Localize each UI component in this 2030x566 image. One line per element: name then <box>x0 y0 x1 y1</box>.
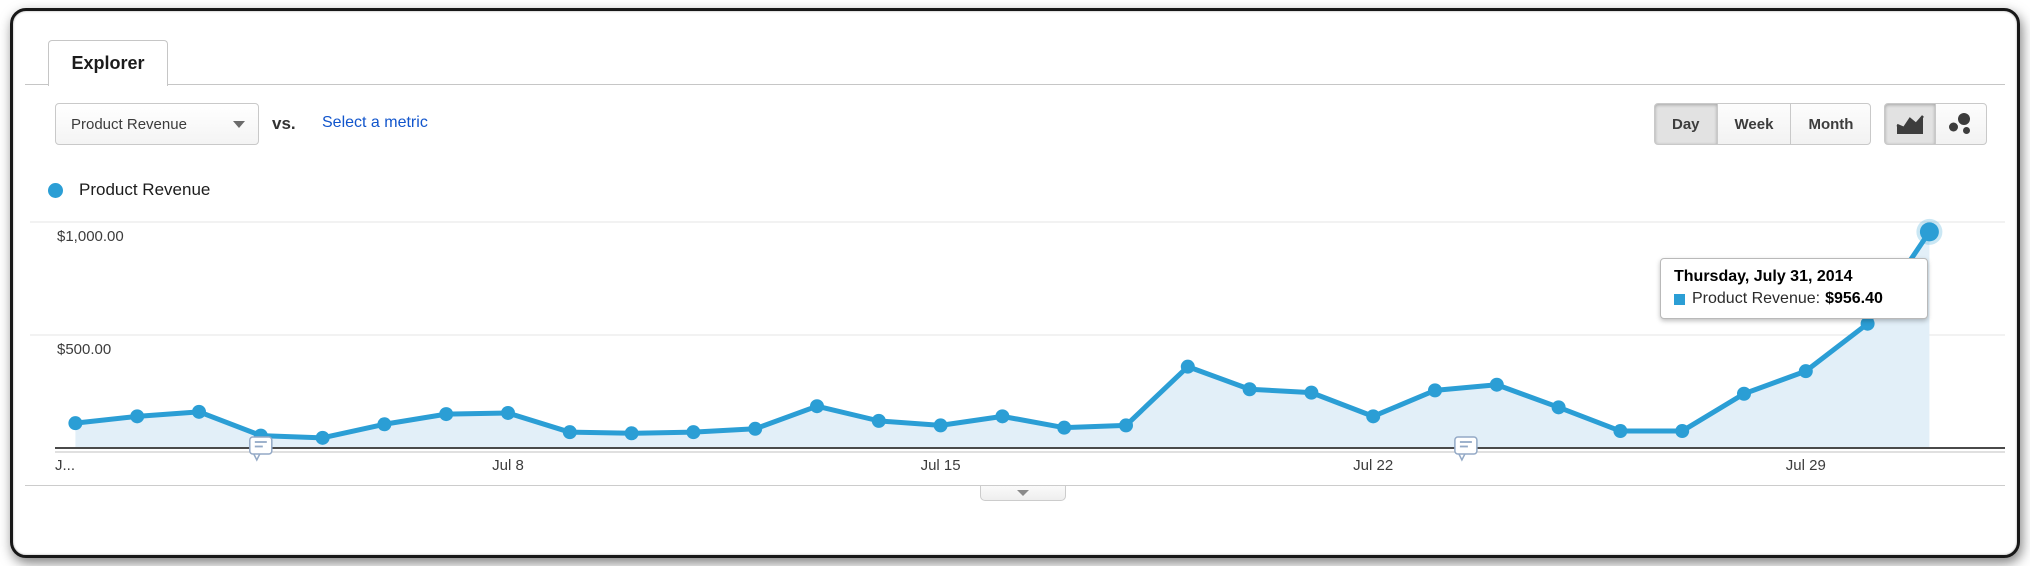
annotation-icon[interactable] <box>249 436 273 462</box>
data-point <box>562 425 577 440</box>
metric-dropdown[interactable]: Product Revenue <box>55 103 259 145</box>
x-axis-label: J... <box>55 457 76 474</box>
y-axis-label: $1,000.00 <box>57 228 124 245</box>
collapse-caret-icon <box>1017 490 1029 496</box>
select-metric-link[interactable]: Select a metric <box>322 114 428 131</box>
data-point <box>68 416 83 431</box>
collapse-chart-button[interactable] <box>980 486 1066 501</box>
data-point <box>1489 377 1504 392</box>
line-chart-button[interactable] <box>1884 103 1936 145</box>
tab-label: Explorer <box>71 53 145 73</box>
tab-explorer[interactable]: Explorer <box>48 40 168 86</box>
tooltip-series-label: Product Revenue: <box>1692 290 1821 307</box>
legend-label: Product Revenue <box>79 180 211 199</box>
data-point <box>1737 386 1751 401</box>
data-point <box>871 413 886 428</box>
data-point <box>501 405 515 420</box>
chart-type-toggle <box>1884 103 1987 145</box>
data-point <box>130 409 145 424</box>
granularity-toggle: Day Week Month <box>1654 103 1872 145</box>
data-point <box>1551 400 1566 415</box>
chart-tooltip: Thursday, July 31, 2014 Product Revenue:… <box>1660 258 1928 319</box>
data-point <box>686 425 701 440</box>
data-point <box>1613 424 1628 439</box>
tooltip-value: $956.40 <box>1825 290 1883 307</box>
vs-label: vs. <box>272 114 296 133</box>
chevron-down-icon <box>233 120 245 128</box>
tooltip-series-swatch <box>1674 293 1685 305</box>
data-point <box>1180 359 1195 374</box>
motion-chart-icon <box>1949 113 1970 134</box>
data-point <box>1119 418 1133 433</box>
data-point <box>1428 383 1442 398</box>
annotation-icon[interactable] <box>1454 436 1478 462</box>
granularity-month-button[interactable]: Month <box>1790 103 1872 145</box>
tab-divider <box>25 84 2005 85</box>
data-point <box>377 417 392 432</box>
bottom-divider <box>25 485 2005 486</box>
data-point <box>748 421 763 436</box>
data-point <box>995 409 1010 424</box>
data-point <box>192 404 206 419</box>
legend-dot-icon <box>48 182 63 198</box>
data-point <box>315 430 330 445</box>
highlighted-data-point <box>1919 222 1939 242</box>
x-axis-label: Jul 8 <box>492 457 524 474</box>
data-point <box>1860 316 1875 331</box>
data-point <box>624 426 639 441</box>
data-point <box>439 407 454 422</box>
x-axis-label: Jul 15 <box>920 457 961 474</box>
tooltip-date: Thursday, July 31, 2014 <box>1674 268 1853 285</box>
data-point <box>810 399 824 414</box>
data-point <box>1242 382 1257 397</box>
line-chart-icon <box>1896 115 1924 134</box>
area-fill <box>75 231 1930 448</box>
data-point <box>1675 424 1690 439</box>
data-point <box>1057 420 1072 435</box>
chart-legend: Product Revenue <box>48 180 210 200</box>
data-point <box>1366 409 1381 424</box>
metric-dropdown-value: Product Revenue <box>71 115 187 133</box>
data-point <box>1304 385 1319 400</box>
data-point <box>933 418 948 433</box>
x-axis-label: Jul 29 <box>1785 457 1826 474</box>
y-axis-label: $500.00 <box>57 341 112 358</box>
motion-chart-button[interactable] <box>1935 103 1987 145</box>
data-point <box>1798 364 1813 379</box>
x-axis-label: Jul 22 <box>1353 457 1394 474</box>
granularity-week-button[interactable]: Week <box>1716 103 1792 145</box>
